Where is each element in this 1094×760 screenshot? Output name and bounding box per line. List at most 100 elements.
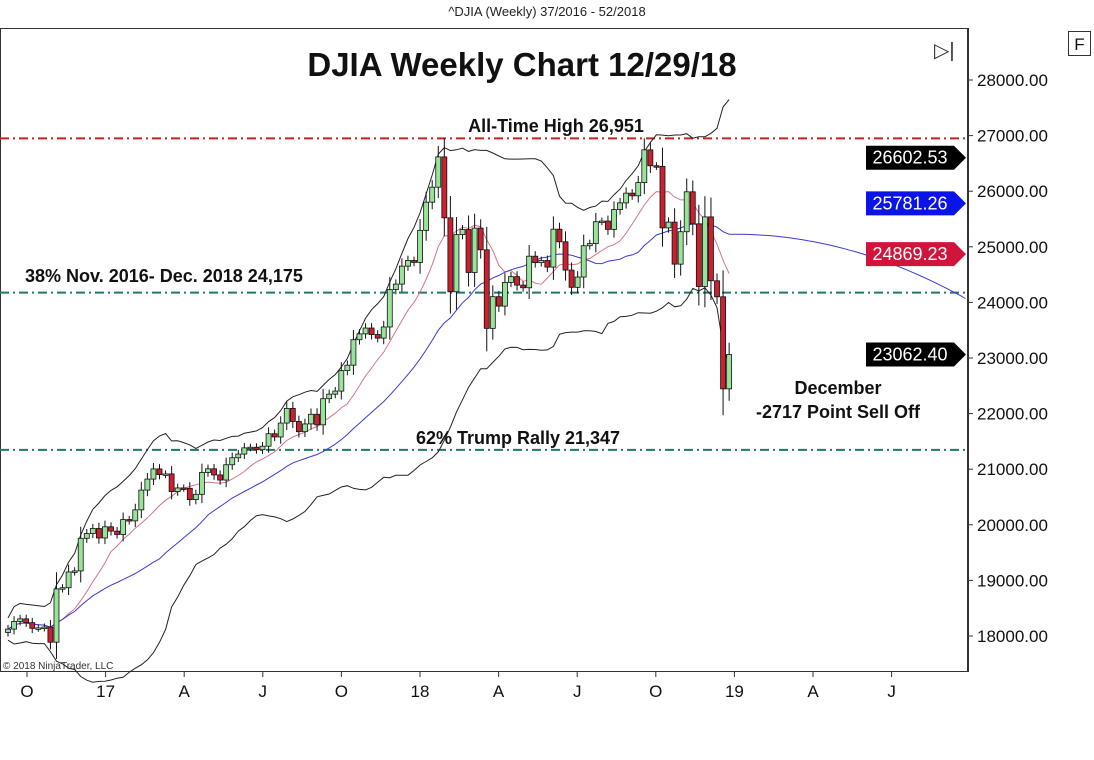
candle-up: [344, 364, 351, 372]
candle-up: [89, 528, 96, 534]
price-tag-label: 25781.26: [872, 193, 947, 213]
x-tick-label: 17: [96, 682, 115, 701]
candle-down: [495, 296, 502, 307]
candle-up: [144, 478, 151, 491]
candle-up: [77, 537, 84, 572]
candle-up: [471, 227, 478, 273]
candle-up: [320, 398, 327, 426]
candle-up: [150, 468, 157, 480]
candle-up: [71, 570, 78, 573]
candle-up: [332, 390, 339, 395]
candle-down: [477, 227, 484, 251]
candle-up: [138, 489, 145, 511]
candle-down: [514, 276, 520, 286]
annotation-december: December: [794, 378, 881, 398]
candle-down: [374, 334, 381, 339]
candle-up: [702, 216, 708, 287]
y-tick-label: 25000.00: [977, 238, 1048, 257]
fit-button[interactable]: F: [1068, 31, 1091, 56]
x-tick-label: 18: [411, 682, 430, 701]
candle-up: [277, 422, 284, 438]
x-tick-label: O: [335, 682, 348, 701]
fit-label[interactable]: F: [1074, 35, 1084, 54]
candle-down: [556, 228, 563, 243]
candle-up: [83, 533, 90, 539]
level-label-38: 38% Nov. 2016- Dec. 2018 24,175: [25, 266, 303, 286]
candle-up: [550, 228, 557, 268]
candle-up: [405, 260, 411, 267]
x-tick-label: O: [20, 682, 33, 701]
candle-up: [726, 354, 733, 390]
x-tick-label: J: [887, 682, 896, 701]
y-tick-label: 19000.00: [977, 571, 1048, 590]
candle-down: [465, 229, 472, 273]
candle-up: [398, 265, 405, 285]
candle-down: [447, 217, 454, 293]
y-tick-label: 20000.00: [977, 516, 1048, 535]
candle-up: [283, 408, 290, 424]
candle-down: [544, 260, 551, 268]
candle-up: [386, 289, 393, 328]
candle-down: [714, 280, 720, 298]
candle-up: [459, 229, 466, 236]
candle-up: [59, 587, 66, 590]
candle-down: [659, 165, 666, 229]
candle-up: [102, 526, 108, 539]
candle-down: [186, 487, 193, 501]
candle-down: [253, 446, 260, 451]
candle-down: [23, 618, 30, 624]
candle-down: [271, 433, 278, 438]
candle-down: [168, 473, 175, 493]
candle-up: [5, 628, 11, 633]
lower-bollinger-band: [7, 287, 730, 683]
y-tick-label: 24000.00: [977, 293, 1048, 312]
scroll-to-end-button[interactable]: ▷|: [934, 40, 955, 62]
candle-up: [489, 296, 496, 329]
candle-up: [586, 243, 593, 247]
candle-up: [53, 588, 60, 643]
candle-up: [623, 192, 630, 204]
candle-up: [665, 221, 672, 229]
candle-down: [532, 255, 539, 264]
candle-up: [241, 447, 248, 455]
candle-up: [247, 446, 254, 450]
candle-down: [647, 149, 654, 167]
candle-down: [180, 487, 187, 490]
candle-down: [689, 191, 696, 225]
candle-up: [453, 234, 460, 293]
candle-up: [574, 276, 581, 288]
candle-up: [429, 186, 436, 203]
y-tick-label: 23000.00: [977, 349, 1048, 368]
price-tag: [866, 191, 966, 216]
candle-up: [526, 255, 533, 289]
candle-up: [308, 413, 314, 425]
candle-down: [520, 284, 526, 289]
candle-down: [720, 296, 726, 390]
x-tick-label: J: [573, 682, 582, 701]
price-tag: [866, 145, 966, 170]
level-label-ath: All-Time High 26,951: [468, 116, 644, 136]
price-tag-label: 23062.40: [872, 345, 947, 365]
candle-down: [708, 216, 714, 282]
candle-down: [629, 192, 636, 197]
candle-up: [223, 464, 230, 481]
candle-up: [120, 519, 127, 535]
candle-up: [635, 182, 642, 197]
candle-down: [217, 474, 224, 481]
plot-frame: [0, 28, 968, 672]
price-tag: [866, 242, 966, 267]
candle-up: [235, 453, 242, 459]
chart-title: DJIA Weekly Chart 12/29/18: [307, 46, 736, 83]
candle-up: [677, 231, 684, 265]
annotation-selloff: -2717 Point Sell Off: [756, 402, 921, 422]
y-tick-label: 26000.00: [977, 182, 1048, 201]
candle-up: [435, 156, 442, 188]
candle-up: [580, 245, 587, 278]
candle-up: [598, 220, 605, 223]
candle-up: [392, 283, 399, 290]
candle-up: [683, 191, 690, 233]
candle-up: [199, 472, 205, 495]
scroll-end-icon[interactable]: ▷|: [934, 40, 955, 62]
candle-down: [562, 241, 569, 271]
